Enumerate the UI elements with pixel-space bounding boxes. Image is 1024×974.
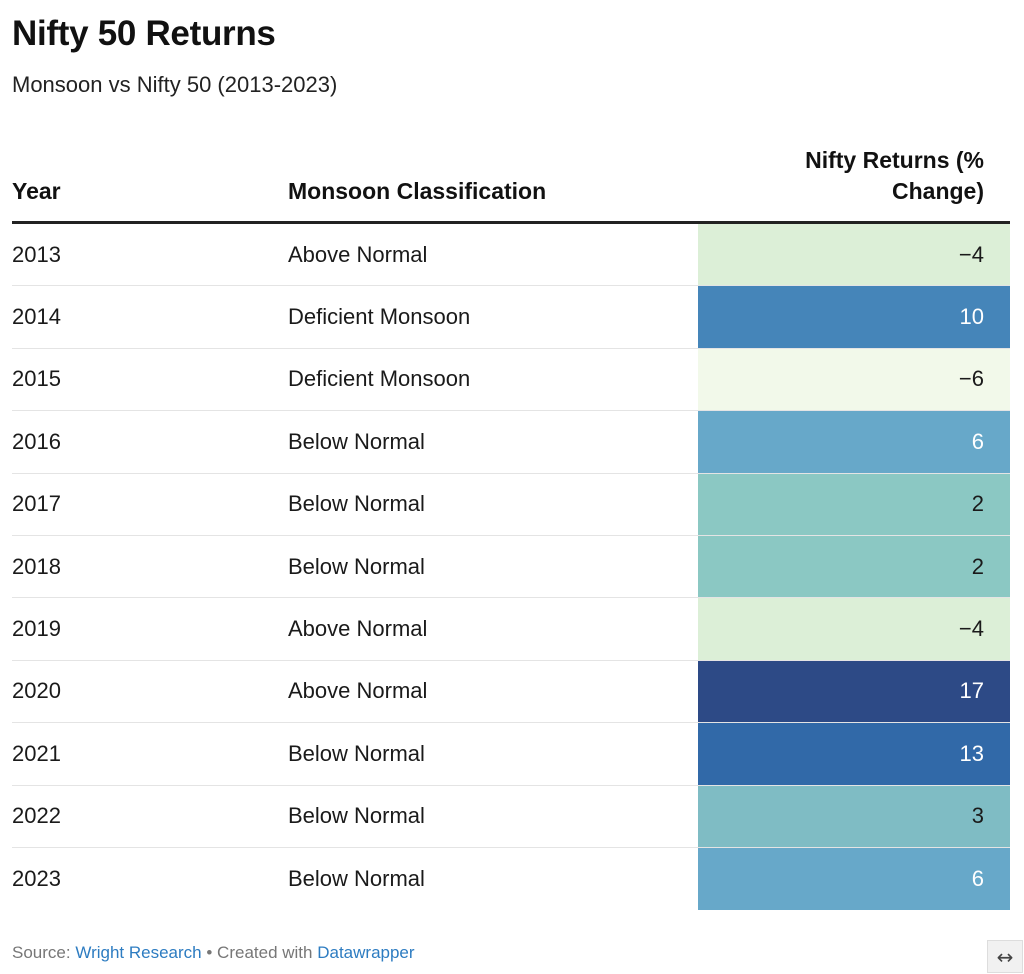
table-row: 2017 Below Normal 2 [12,473,1010,536]
cell-nifty-returns: −6 [698,348,1010,411]
cell-monsoon-classification: Deficient Monsoon [288,304,471,330]
table-row: 2020 Above Normal 17 [12,660,1010,724]
cell-monsoon-classification: Below Normal [288,740,425,766]
cell-nifty-returns: 6 [698,847,1010,911]
source-link[interactable]: Wright Research [75,943,202,962]
cell-nifty-returns: −4 [698,224,1010,286]
cell-year: 2015 [12,366,61,392]
created-with-label: Created with [217,943,313,962]
cell-year: 2022 [12,803,61,829]
table-row: 2021 Below Normal 13 [12,723,1010,786]
table-row: 2018 Below Normal 2 [12,535,1010,599]
table-row: 2015 Deficient Monsoon −6 [12,348,1010,412]
cell-year: 2023 [12,866,61,892]
cell-monsoon-classification: Above Normal [288,678,428,704]
cell-nifty-returns: 6 [698,411,1010,473]
table-row: 2014 Deficient Monsoon 10 [12,286,1010,349]
table-row: 2023 Below Normal 6 [12,847,1010,911]
cell-monsoon-classification: Below Normal [288,803,425,829]
cell-year: 2020 [12,678,61,704]
cell-year: 2017 [12,491,61,517]
data-table: Year Monsoon Classification Nifty Return… [12,140,1010,911]
cell-monsoon-classification: Deficient Monsoon [288,366,471,392]
cell-monsoon-classification: Above Normal [288,241,428,267]
table-row: 2019 Above Normal −4 [12,598,1010,661]
column-header-monsoon-classification[interactable]: Monsoon Classification [288,178,547,204]
cell-year: 2014 [12,304,61,330]
cell-monsoon-classification: Below Normal [288,866,425,892]
column-header-nifty-returns[interactable]: Nifty Returns (% Change) [805,147,984,204]
cell-nifty-returns: −4 [698,598,1010,660]
table-row: 2016 Below Normal 6 [12,411,1010,474]
column-header-year[interactable]: Year [12,178,61,204]
cell-nifty-returns: 2 [698,535,1010,598]
datawrapper-link[interactable]: Datawrapper [317,943,415,962]
chart-title: Nifty 50 Returns [12,14,276,53]
cell-nifty-returns: 3 [698,785,1010,847]
cell-nifty-returns: 2 [698,473,1010,535]
table-body: 2013 Above Normal −4 2014 Deficient Monsoon 1… [12,224,1010,911]
cell-year: 2013 [12,241,61,267]
cell-monsoon-classification: Below Normal [288,553,425,579]
cell-monsoon-classification: Below Normal [288,428,425,454]
table-row: 2013 Above Normal −4 [12,224,1010,287]
cell-year: 2018 [12,553,61,579]
cell-year: 2016 [12,428,61,454]
cell-monsoon-classification: Above Normal [288,616,428,642]
chart-subtitle: Monsoon vs Nifty 50 (2013-2023) [12,72,338,97]
footer: Source: Wright Research • Created with D… [12,940,415,966]
expand-arrows-icon[interactable]: ↔ [987,940,1023,973]
table-header: Year Monsoon Classification Nifty Return… [12,140,1010,224]
cell-nifty-returns: 17 [698,660,1010,723]
cell-year: 2021 [12,740,61,766]
source-label: Source: [12,943,71,962]
footer-separator: • [206,943,213,962]
table-row: 2022 Below Normal 3 [12,785,1010,848]
cell-nifty-returns: 10 [698,286,1010,348]
cell-year: 2019 [12,616,61,642]
cell-monsoon-classification: Below Normal [288,491,425,517]
cell-nifty-returns: 13 [698,723,1010,785]
